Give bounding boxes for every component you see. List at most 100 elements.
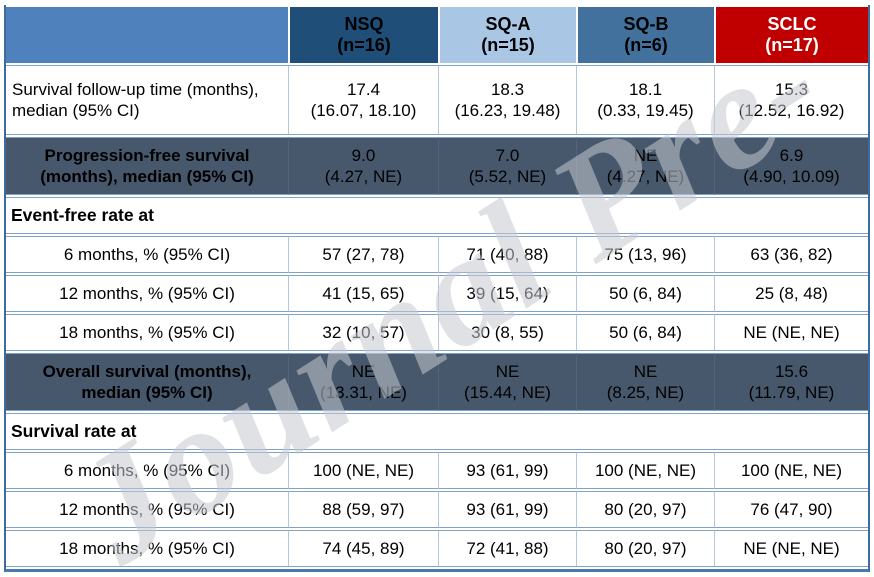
value-cell: NE (8.25, NE)	[576, 353, 714, 411]
value-line: NE	[351, 362, 376, 381]
value-cell: 88 (59, 97)	[288, 491, 438, 528]
survival-results-table: NSQ (n=16) SQ-A (n=15) SQ-B (n=6) SCLC (…	[6, 5, 868, 569]
value-cell: 80 (20, 97)	[576, 530, 714, 567]
row-label-line: 18 months, % (95% CI)	[59, 539, 235, 558]
column-header-sq-b: SQ-B (n=6)	[576, 7, 714, 63]
row-label-cell: 6 months, % (95% CI)	[6, 236, 288, 273]
section-survival-rate: Survival rate at	[6, 413, 868, 450]
row-label-line: 12 months, % (95% CI)	[59, 500, 235, 519]
value-line: 6.9	[779, 146, 804, 165]
value-line: 18.3	[490, 80, 525, 99]
value-line: (0.33, 19.45)	[597, 101, 694, 120]
value-cell: NE (NE, NE)	[714, 314, 868, 351]
row-label-line: median (95% CI)	[12, 101, 140, 120]
value-cell: 32 (10, 57)	[288, 314, 438, 351]
value-line: (13.31, NE)	[320, 383, 407, 402]
value-cell: 75 (13, 96)	[576, 236, 714, 273]
section-label-cell: Survival rate at	[6, 413, 868, 450]
value-line: NE (NE, NE)	[743, 323, 840, 342]
value-cell: 72 (41, 88)	[438, 530, 576, 567]
row-survival-rate-6-months: 6 months, % (95% CI) 100 (NE, NE) 93 (61, …	[6, 452, 868, 489]
value-line: 63 (36, 82)	[750, 245, 833, 264]
section-event-free-rate: Event-free rate at	[6, 197, 868, 234]
value-cell: 25 (8, 48)	[714, 275, 868, 312]
value-cell: 39 (15, 64)	[438, 275, 576, 312]
value-cell: 30 (8, 55)	[438, 314, 576, 351]
value-line: 25 (8, 48)	[755, 284, 828, 303]
value-line: NE	[495, 362, 520, 381]
column-header-nsq: NSQ (n=16)	[288, 7, 438, 63]
value-line: 93 (61, 99)	[466, 500, 549, 519]
value-line: 93 (61, 99)	[466, 461, 549, 480]
value-line: (4.27, NE)	[606, 167, 685, 186]
value-line: 57 (27, 78)	[322, 245, 405, 264]
value-cell: 93 (61, 99)	[438, 491, 576, 528]
value-line: (4.27, NE)	[324, 167, 403, 186]
value-line: (8.25, NE)	[606, 383, 685, 402]
value-line: (11.79, NE)	[748, 383, 835, 402]
value-line: 100 (NE, NE)	[740, 461, 843, 480]
value-cell: NE (4.27, NE)	[576, 137, 714, 195]
value-cell: 18.1 (0.33, 19.45)	[576, 65, 714, 135]
row-label-line: Survival follow-up time (months),	[12, 80, 259, 99]
value-line: 100 (NE, NE)	[312, 461, 415, 480]
row-label-line: 12 months, % (95% CI)	[59, 284, 235, 303]
survival-results-table-container: NSQ (n=16) SQ-A (n=15) SQ-B (n=6) SCLC (…	[4, 5, 870, 572]
value-cell: NE (15.44, NE)	[438, 353, 576, 411]
column-n-count: (n=16)	[337, 35, 391, 55]
value-line: 50 (6, 84)	[609, 323, 682, 342]
row-survival-rate-18-months: 18 months, % (95% CI) 74 (45, 89) 72 (41, …	[6, 530, 868, 567]
row-event-free-6-months: 6 months, % (95% CI) 57 (27, 78) 71 (40, 8…	[6, 236, 868, 273]
value-line: NE	[633, 146, 658, 165]
value-cell: 15.3 (12.52, 16.92)	[714, 65, 868, 135]
value-cell: 100 (NE, NE)	[576, 452, 714, 489]
row-label-line: (months), median (95% CI)	[40, 167, 254, 186]
value-cell: 50 (6, 84)	[576, 314, 714, 351]
row-label-cell: Overall survival (months), median (95% CI…	[6, 353, 288, 411]
row-label-cell: 6 months, % (95% CI)	[6, 452, 288, 489]
value-line: 72 (41, 88)	[466, 539, 549, 558]
row-overall-survival: Overall survival (months), median (95% CI…	[6, 353, 868, 411]
value-line: 30 (8, 55)	[471, 323, 544, 342]
row-label-line: Overall survival (months),	[42, 362, 252, 381]
value-line: 80 (20, 97)	[604, 500, 687, 519]
value-cell: 71 (40, 88)	[438, 236, 576, 273]
value-line: 32 (10, 57)	[322, 323, 405, 342]
value-cell: 80 (20, 97)	[576, 491, 714, 528]
value-line: 80 (20, 97)	[604, 539, 687, 558]
value-cell: 74 (45, 89)	[288, 530, 438, 567]
value-cell: 6.9 (4.90, 10.09)	[714, 137, 868, 195]
row-label-cell: 18 months, % (95% CI)	[6, 314, 288, 351]
table-header-row: NSQ (n=16) SQ-A (n=15) SQ-B (n=6) SCLC (…	[6, 7, 868, 63]
column-header-rowlabel	[6, 7, 288, 63]
value-line: (15.44, NE)	[464, 383, 551, 402]
row-label-cell: Progression-free survival (months), media…	[6, 137, 288, 195]
column-title: SQ-A	[485, 14, 531, 34]
value-line: NE (NE, NE)	[743, 539, 840, 558]
value-cell: 93 (61, 99)	[438, 452, 576, 489]
row-label-line: 18 months, % (95% CI)	[59, 323, 235, 342]
value-cell: 17.4 (16.07, 18.10)	[288, 65, 438, 135]
row-label-cell: 12 months, % (95% CI)	[6, 491, 288, 528]
row-survival-rate-12-months: 12 months, % (95% CI) 88 (59, 97) 93 (61, …	[6, 491, 868, 528]
value-line: 41 (15, 65)	[322, 284, 405, 303]
value-cell: 57 (27, 78)	[288, 236, 438, 273]
value-line: 50 (6, 84)	[609, 284, 682, 303]
value-line: 76 (47, 90)	[750, 500, 833, 519]
value-line: (4.90, 10.09)	[743, 167, 840, 186]
column-header-sclc: SCLC (n=17)	[714, 7, 868, 63]
value-cell: NE (13.31, NE)	[288, 353, 438, 411]
row-label-line: median (95% CI)	[81, 383, 213, 402]
value-cell: 15.6 (11.79, NE)	[714, 353, 868, 411]
column-title: SQ-B	[623, 14, 669, 34]
value-line: (5.52, NE)	[468, 167, 547, 186]
column-title: NSQ	[344, 14, 384, 34]
value-line: 88 (59, 97)	[322, 500, 405, 519]
value-line: 71 (40, 88)	[466, 245, 549, 264]
value-cell: 41 (15, 65)	[288, 275, 438, 312]
column-n-count: (n=17)	[765, 35, 819, 55]
value-line: 15.3	[774, 80, 809, 99]
value-line: 15.6	[774, 362, 809, 381]
value-line: NE	[633, 362, 658, 381]
